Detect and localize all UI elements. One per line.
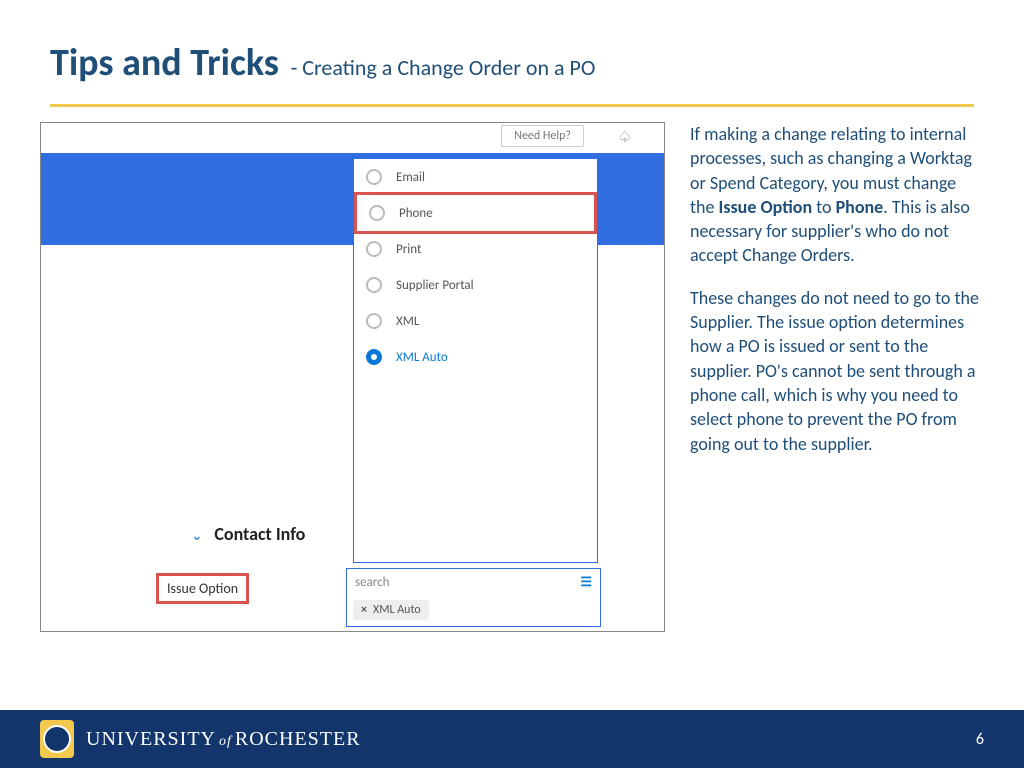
chevron-down-icon[interactable]: ⌄ <box>191 527 203 544</box>
radio-icon[interactable] <box>366 313 382 329</box>
title-main: Tips and Tricks <box>50 40 279 86</box>
issue-option-label: Issue Option <box>156 573 249 604</box>
issue-option-search-box[interactable]: search ☰ × XML Auto <box>346 568 601 627</box>
slide-footer: UNIVERSITYofROCHESTER 6 <box>0 710 1024 768</box>
dropdown-option-label: Phone <box>399 206 433 221</box>
dropdown-option-label: Email <box>396 170 425 185</box>
dropdown-option[interactable]: Email <box>354 159 597 195</box>
need-help-button[interactable]: Need Help? <box>501 125 584 147</box>
dropdown-option-label: Supplier Portal <box>396 278 474 293</box>
title-subtitle: - Creating a Change Order on a PO <box>291 54 596 81</box>
dropdown-option[interactable]: Print <box>354 231 597 267</box>
selected-chip[interactable]: × XML Auto <box>353 600 429 620</box>
screenshot-panel: Need Help? ♤ Email Phone Print Supplier Por… <box>40 122 665 632</box>
contact-info-section: ⌄ Contact Info <box>191 523 305 545</box>
content-area: Need Help? ♤ Email Phone Print Supplier Por… <box>0 122 1024 632</box>
chip-label: XML Auto <box>373 603 421 617</box>
dropdown-option[interactable]: Phone <box>354 192 597 234</box>
radio-icon[interactable] <box>366 241 382 257</box>
issue-option-dropdown[interactable]: Email Phone Print Supplier Portal XML XML Aut… <box>353 158 598 563</box>
explanation-text: If making a change relating to internal … <box>690 122 984 632</box>
dropdown-option-label: XML Auto <box>396 350 448 365</box>
chip-remove-icon[interactable]: × <box>361 603 367 617</box>
dropdown-option-label: Print <box>396 242 421 257</box>
header-divider <box>50 104 974 107</box>
university-name: UNIVERSITYofROCHESTER <box>86 728 361 751</box>
paragraph-1: If making a change relating to internal … <box>690 122 984 268</box>
radio-icon[interactable] <box>366 277 382 293</box>
slide-header: Tips and Tricks - Creating a Change Orde… <box>0 0 1024 96</box>
radio-icon[interactable] <box>366 349 382 365</box>
radio-icon[interactable] <box>366 169 382 185</box>
list-icon[interactable]: ☰ <box>580 575 592 590</box>
dropdown-option[interactable]: Supplier Portal <box>354 267 597 303</box>
radio-icon[interactable] <box>369 205 385 221</box>
paragraph-2: These changes do not need to go to the S… <box>690 286 984 456</box>
contact-info-heading: Contact Info <box>214 523 305 545</box>
page-number: 6 <box>976 730 984 749</box>
dropdown-option[interactable]: XML Auto <box>354 339 597 375</box>
search-input[interactable]: search ☰ <box>347 569 600 596</box>
screenshot-topbar: Need Help? ♤ <box>41 123 664 153</box>
dropdown-option[interactable]: XML <box>354 303 597 339</box>
search-placeholder: search <box>355 575 389 590</box>
university-seal-icon <box>40 720 74 758</box>
notification-bell-icon[interactable]: ♤ <box>618 127 632 147</box>
dropdown-option-label: XML <box>396 314 419 329</box>
